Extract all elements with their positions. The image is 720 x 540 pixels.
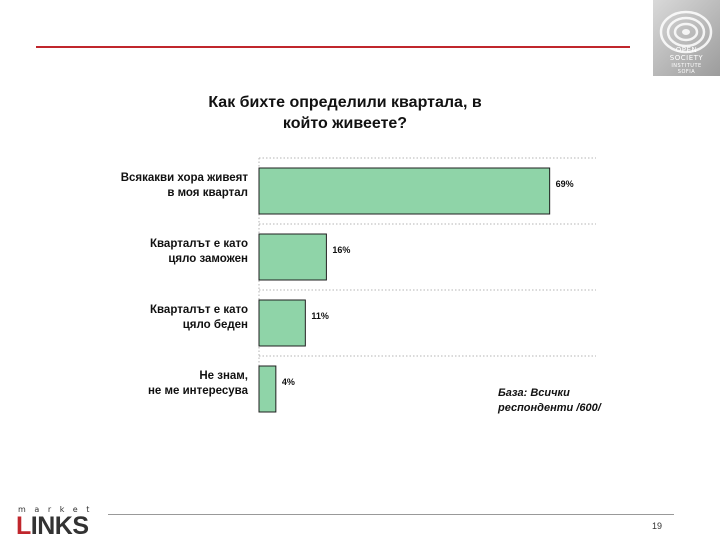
bottom-rule	[108, 514, 674, 515]
spiral-emblem-icon	[659, 10, 713, 54]
market-links-logo-big: LINKS	[16, 512, 89, 540]
data-label: 11%	[311, 311, 329, 321]
bar	[258, 299, 306, 347]
bar	[258, 365, 277, 413]
osi-line-2: SOCIETY	[669, 54, 704, 62]
category-label-line: Не знам,	[199, 370, 248, 382]
market-links-logo-accent: L	[16, 512, 31, 540]
category-label: Кварталът е като цяло заможен	[68, 237, 248, 267]
osi-line-1: OPEN	[675, 46, 698, 54]
category-label-line: Кварталът е като	[150, 238, 248, 250]
chart-title-line-1: Как бихте определили квартала, в	[208, 94, 482, 111]
base-note: База: Всички респонденти /600/	[498, 386, 618, 416]
bar	[258, 167, 551, 215]
osi-line-4: SOFIA	[677, 69, 696, 75]
base-note-line-1: База: Всички	[498, 387, 570, 399]
open-society-logo: OPEN SOCIETY INSTITUTE SOFIA	[653, 0, 720, 76]
category-label-line: Всякакви хора живеят	[120, 172, 248, 184]
chart-title-line-2: който живеете?	[282, 115, 408, 132]
market-links-logo-small: market	[18, 505, 98, 514]
chart-title: Как бихте определили квартала, в който ж…	[150, 92, 540, 134]
base-note-line-2: респонденти /600/	[498, 402, 601, 414]
data-label: 4%	[282, 377, 295, 387]
category-label: Кварталът е като цяло беден	[68, 303, 248, 333]
category-label: Всякакви хора живеят в моя квартал	[68, 171, 248, 201]
category-label-line: не ме интересува	[147, 385, 248, 397]
category-label-line: цяло беден	[182, 319, 248, 331]
market-links-logo: market LINKS	[16, 505, 106, 540]
bar	[258, 233, 327, 281]
data-label: 16%	[332, 245, 350, 255]
market-links-logo-rest: INKS	[30, 512, 89, 540]
category-label: Не знам, не ме интересува	[68, 369, 248, 399]
page-number: 19	[652, 521, 663, 531]
osi-line-3: INSTITUTE	[671, 63, 702, 69]
category-label-line: в моя квартал	[167, 187, 248, 199]
data-label: 69%	[556, 179, 574, 189]
category-label-line: цяло заможен	[168, 253, 248, 265]
top-red-rule	[36, 46, 630, 48]
category-label-line: Кварталът е като	[150, 304, 248, 316]
